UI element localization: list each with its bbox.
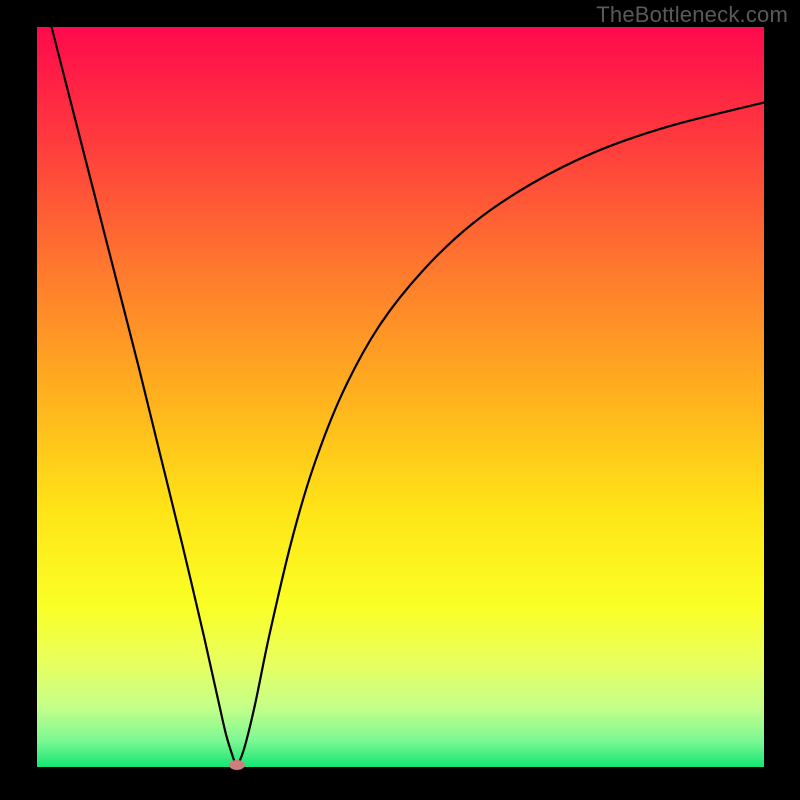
watermark-text: TheBottleneck.com: [596, 2, 788, 28]
chart-container: TheBottleneck.com: [0, 0, 800, 800]
gradient-background: [37, 27, 764, 767]
